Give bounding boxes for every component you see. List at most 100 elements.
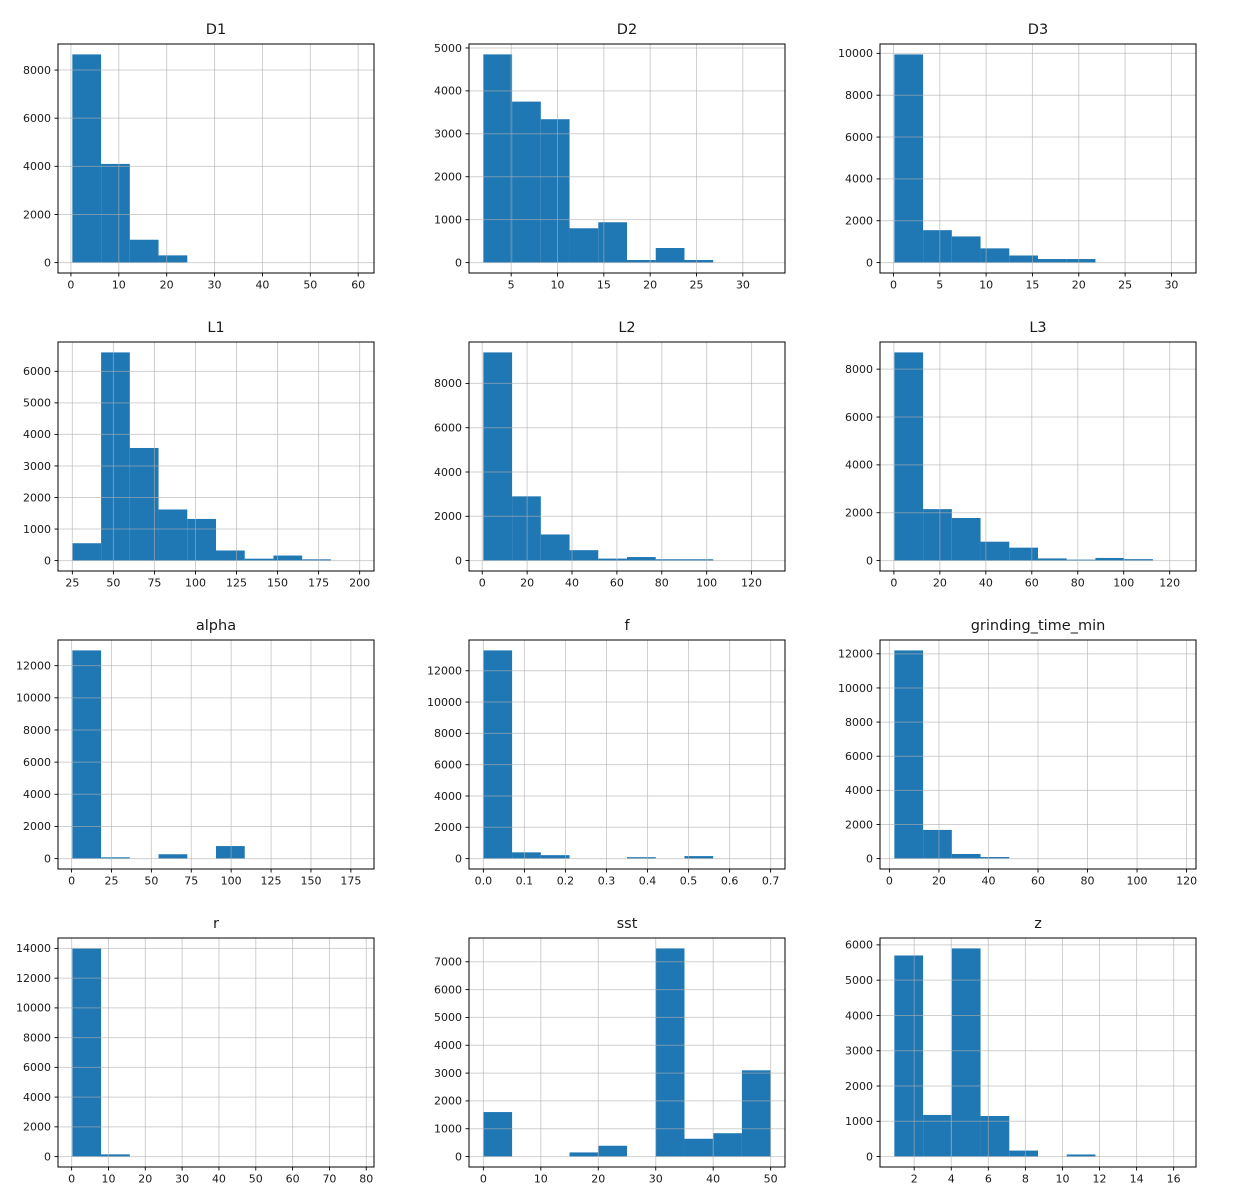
svg-text:0: 0 <box>479 577 486 590</box>
svg-text:6000: 6000 <box>845 131 873 144</box>
histogram-bar <box>1009 255 1038 263</box>
svg-text:0: 0 <box>44 1150 51 1163</box>
svg-text:0: 0 <box>455 1150 462 1163</box>
histogram-bar <box>894 650 924 859</box>
histogram-bar <box>158 255 188 263</box>
axes-frame <box>57 341 375 572</box>
svg-text:0.4: 0.4 <box>639 875 657 888</box>
histogram-bar <box>216 550 245 561</box>
svg-text:100: 100 <box>696 577 717 590</box>
svg-text:20: 20 <box>591 1173 605 1186</box>
svg-text:75: 75 <box>147 577 161 590</box>
svg-text:150: 150 <box>300 875 321 888</box>
y-tick-labels: 0 2000 4000 6000 8000 10000 12000 <box>427 665 462 866</box>
svg-text:20: 20 <box>520 577 534 590</box>
svg-text:2000: 2000 <box>845 1080 873 1093</box>
histogram-r: 0 10 20 30 40 50 60 70 80 0 2000 4000 6000 8000 10000 1… <box>0 896 411 1194</box>
svg-text:20: 20 <box>932 875 946 888</box>
svg-text:40: 40 <box>565 577 579 590</box>
x-tick-labels: 0.0 0.1 0.2 0.3 0.4 0.5 0.6 0.7 <box>475 875 780 888</box>
histogram-grinding-time-min: 0 20 40 60 80 100 120 0 2000 4000 6000 8000 10000 120… <box>822 598 1233 896</box>
svg-text:2000: 2000 <box>23 1121 51 1134</box>
svg-text:14000: 14000 <box>16 942 51 955</box>
y-tick-labels: 0 2000 4000 6000 8000 10000 12000 14000 <box>16 942 51 1163</box>
tick-marks <box>876 368 1171 575</box>
svg-text:120: 120 <box>1176 875 1197 888</box>
svg-text:40: 40 <box>981 875 995 888</box>
gridlines <box>880 44 1196 273</box>
svg-text:4000: 4000 <box>434 1039 462 1052</box>
svg-text:14: 14 <box>1130 1173 1144 1186</box>
axes-frame <box>57 43 375 274</box>
svg-text:0: 0 <box>866 852 873 865</box>
histogram-bar <box>129 239 159 263</box>
x-tick-labels: 0 20 40 60 80 100 120 <box>886 875 1197 888</box>
gridlines <box>58 44 374 273</box>
svg-text:4000: 4000 <box>434 85 462 98</box>
tick-marks <box>465 47 744 277</box>
svg-text:70: 70 <box>322 1173 336 1186</box>
svg-text:6000: 6000 <box>23 365 51 378</box>
y-tick-labels: 0 2000 4000 6000 8000 10000 12000 <box>838 648 873 866</box>
y-tick-labels: 0 2000 4000 6000 8000 10000 <box>838 47 873 269</box>
histogram-bar <box>980 248 1010 263</box>
svg-text:2000: 2000 <box>23 491 51 504</box>
svg-text:0: 0 <box>455 256 462 269</box>
histogram-bar <box>101 1154 130 1157</box>
histogram-bar <box>894 54 924 263</box>
histogram-bar <box>72 948 102 1157</box>
bars <box>483 54 714 263</box>
svg-text:200: 200 <box>349 577 370 590</box>
svg-text:1000: 1000 <box>23 523 51 536</box>
histogram-alpha: 0 25 50 75 100 125 150 175 0 2000 4000 6000 8000 1000… <box>0 598 411 896</box>
tick-marks <box>465 961 772 1171</box>
svg-text:6000: 6000 <box>434 758 462 771</box>
svg-text:30: 30 <box>175 1173 189 1186</box>
axes-frame <box>879 341 1197 572</box>
histogram-bar <box>483 650 513 859</box>
svg-text:16: 16 <box>1167 1173 1181 1186</box>
bars <box>72 650 245 859</box>
histogram-sst: 0 10 20 30 40 50 0 1000 2000 3000 4000 5000 6000 7000… <box>411 896 822 1194</box>
gridlines <box>58 342 374 571</box>
svg-text:80: 80 <box>1071 577 1085 590</box>
svg-text:30: 30 <box>736 279 750 292</box>
gridlines <box>58 938 374 1167</box>
svg-text:0: 0 <box>890 577 897 590</box>
svg-text:25: 25 <box>104 875 118 888</box>
svg-text:80: 80 <box>359 1173 373 1186</box>
svg-text:30: 30 <box>208 279 222 292</box>
bars <box>894 352 1153 561</box>
svg-text:25: 25 <box>690 279 704 292</box>
y-tick-labels: 0 1000 2000 3000 4000 5000 6000 <box>23 365 51 567</box>
axes-frame <box>468 639 786 870</box>
svg-text:4000: 4000 <box>23 788 51 801</box>
histogram-bar <box>72 543 102 561</box>
chart-title-z: z <box>1034 916 1042 932</box>
histogram-bar <box>923 1114 952 1157</box>
histogram-bar <box>101 163 130 263</box>
svg-text:10: 10 <box>1055 1173 1069 1186</box>
svg-text:4000: 4000 <box>845 784 873 797</box>
svg-text:20: 20 <box>933 577 947 590</box>
chart-title-d1: D1 <box>205 22 227 38</box>
gridlines <box>469 938 785 1167</box>
svg-text:80: 80 <box>655 577 669 590</box>
gridlines <box>469 342 785 571</box>
svg-text:3000: 3000 <box>434 1067 462 1080</box>
histogram-bar <box>72 650 102 859</box>
svg-text:2000: 2000 <box>434 1095 462 1108</box>
bars <box>894 948 1096 1157</box>
svg-text:10000: 10000 <box>427 696 462 709</box>
histogram-grinding-time-min-plot: 0 20 40 60 80 100 120 0 2000 4000 6000 8000 10000 120… <box>838 639 1197 888</box>
histogram-bar <box>1009 547 1038 561</box>
histogram-alpha-plot: 0 25 50 75 100 125 150 175 0 2000 4000 6000 8000 1000… <box>16 639 375 888</box>
histogram-z: 2 4 6 8 10 12 14 16 0 1000 2000 3000 4000 5000 6000 z <box>822 896 1233 1194</box>
histogram-l2-plot: 0 20 40 60 80 100 120 0 2000 4000 6000 8000 <box>434 341 786 590</box>
svg-text:8000: 8000 <box>23 724 51 737</box>
svg-text:6000: 6000 <box>845 750 873 763</box>
histogram-bar <box>627 557 656 561</box>
svg-text:6000: 6000 <box>434 422 462 435</box>
y-tick-labels: 0 2000 4000 6000 8000 <box>23 64 51 270</box>
